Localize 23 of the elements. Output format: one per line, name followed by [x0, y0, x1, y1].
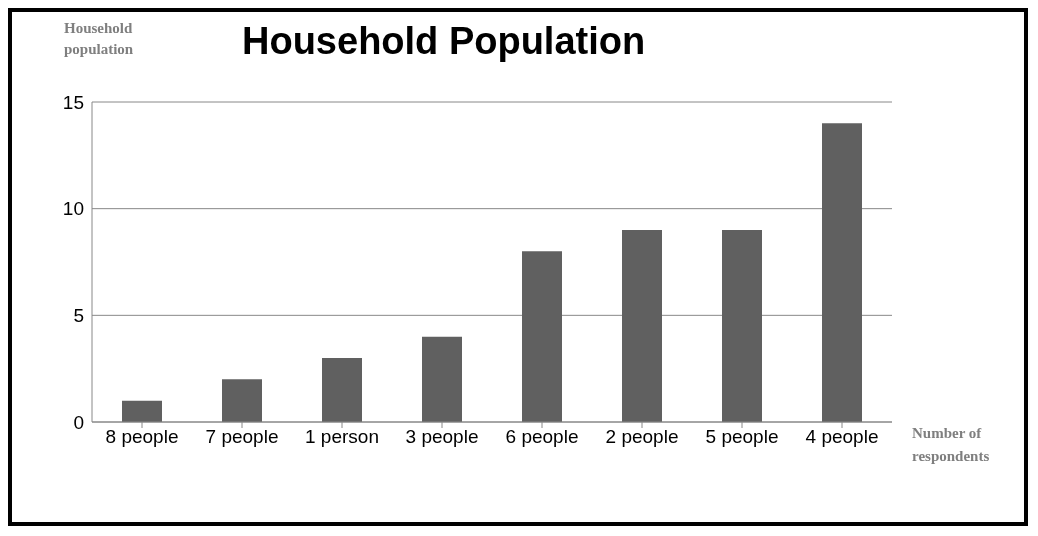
x-tick-label: 4 people — [805, 426, 879, 448]
x-tick-label: 5 people — [705, 426, 779, 448]
y-axis-title: Household population — [64, 19, 135, 59]
bar — [422, 336, 462, 422]
x-axis-title: Number of respondents — [912, 424, 991, 466]
y-tick-label: 10 — [62, 198, 84, 220]
bar — [122, 400, 162, 422]
bar — [822, 123, 862, 422]
x-tick-label: 1 person — [305, 426, 379, 448]
y-tick-label: 5 — [73, 305, 84, 327]
bar — [722, 230, 762, 422]
x-tick-label: 3 people — [405, 426, 479, 448]
bar — [222, 379, 262, 422]
x-tick-label: 8 people — [105, 426, 179, 448]
x-tick-label: 7 people — [205, 426, 279, 448]
bar — [322, 358, 362, 422]
chart-title: Household Population — [242, 20, 646, 63]
y-tick-label: 0 — [73, 411, 84, 433]
x-tick-label: 6 people — [505, 426, 579, 448]
x-tick-label: 2 people — [605, 426, 679, 448]
bar — [522, 251, 562, 422]
y-tick-label: 15 — [62, 91, 84, 113]
bar — [622, 230, 662, 422]
